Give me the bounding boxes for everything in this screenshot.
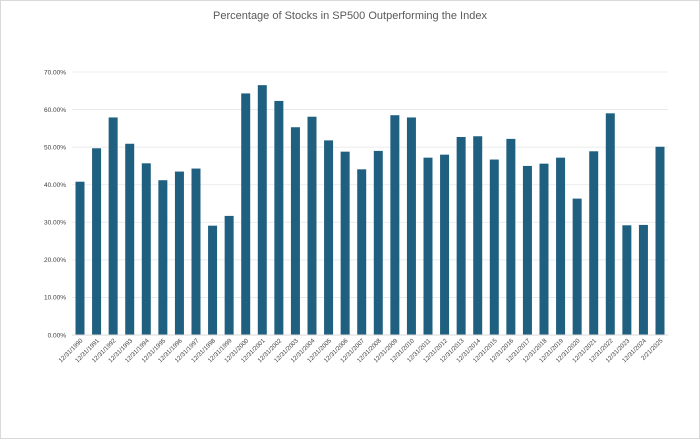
bar bbox=[257, 85, 267, 336]
bar bbox=[522, 165, 532, 335]
bar bbox=[539, 163, 549, 335]
gridlines bbox=[72, 71, 668, 298]
chart-title: Percentage of Stocks in SP500 Outperform… bbox=[213, 10, 487, 22]
bar bbox=[473, 136, 483, 335]
bar bbox=[92, 148, 102, 335]
bar bbox=[108, 117, 118, 336]
bar bbox=[373, 150, 383, 335]
y-tick-label: 30.00% bbox=[44, 220, 66, 227]
y-tick-label: 10.00% bbox=[44, 295, 66, 302]
bar bbox=[158, 180, 168, 335]
y-tick-label: 40.00% bbox=[44, 182, 66, 189]
bar bbox=[224, 215, 234, 335]
y-axis-ticks: 0.00% 10.00% 20.00% 30.00% 40.00% 50.00% 60.00… bbox=[44, 69, 66, 339]
bar bbox=[75, 181, 85, 335]
bar bbox=[208, 225, 218, 335]
bar bbox=[290, 127, 300, 335]
bar bbox=[357, 169, 367, 335]
bar bbox=[340, 151, 350, 335]
bar bbox=[456, 137, 466, 335]
bar bbox=[125, 143, 135, 335]
bar bbox=[605, 113, 615, 335]
bar bbox=[390, 115, 400, 336]
x-axis-ticks: 12/31/199012/31/199112/31/199212/31/1993… bbox=[58, 337, 665, 364]
bar bbox=[274, 100, 284, 336]
y-tick-label: 70.00% bbox=[44, 69, 66, 76]
bar bbox=[655, 146, 665, 335]
bar bbox=[572, 198, 582, 335]
bar bbox=[589, 151, 599, 335]
bar bbox=[307, 116, 317, 336]
bar bbox=[423, 157, 433, 335]
bar bbox=[622, 225, 632, 335]
bar bbox=[141, 163, 151, 335]
bars bbox=[75, 85, 665, 336]
bar bbox=[241, 93, 251, 335]
bar bbox=[191, 168, 201, 335]
y-tick-label: 0.00% bbox=[48, 332, 67, 339]
bar bbox=[638, 224, 648, 335]
bar bbox=[440, 154, 450, 335]
y-tick-label: 50.00% bbox=[44, 144, 66, 151]
bar bbox=[556, 157, 566, 335]
bar bbox=[406, 117, 416, 336]
y-tick-label: 60.00% bbox=[44, 107, 66, 114]
bar bbox=[489, 159, 499, 335]
y-tick-label: 20.00% bbox=[44, 257, 66, 264]
bar bbox=[506, 138, 516, 335]
bar bbox=[174, 171, 184, 335]
bar bbox=[324, 140, 334, 335]
